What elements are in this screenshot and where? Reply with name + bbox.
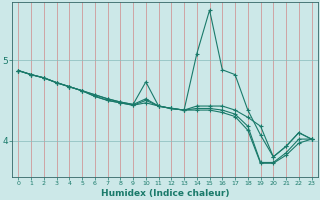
X-axis label: Humidex (Indice chaleur): Humidex (Indice chaleur) xyxy=(101,189,229,198)
